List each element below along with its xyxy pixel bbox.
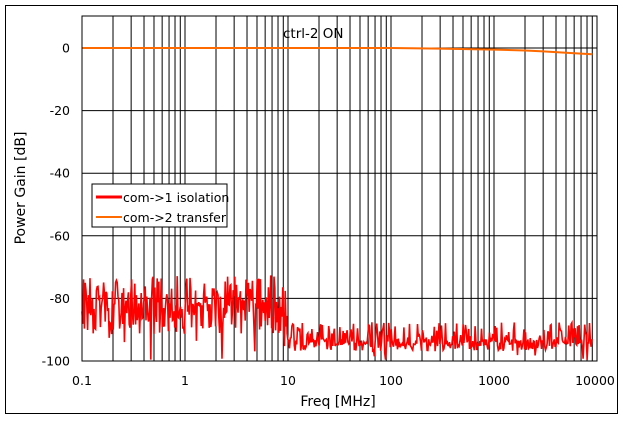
plot-area-border	[81, 15, 598, 362]
y-axis-title: Power Gain [dB]	[13, 132, 29, 245]
x-tick-label: 1000	[478, 373, 510, 388]
y-axis-ticks: 0 -20 -40 -60 -80 -100	[42, 41, 70, 369]
transfer-trace	[82, 47, 593, 56]
x-tick-label: 10	[280, 373, 296, 388]
x-tick-label: 10000	[575, 373, 615, 388]
y-tick-label: -80	[50, 291, 70, 306]
y-tick-label: -100	[42, 354, 70, 369]
x-axis-title: Freq [MHz]	[300, 394, 375, 410]
x-tick-label: 1	[181, 373, 189, 388]
isolation-trace	[81, 275, 593, 360]
x-tick-label: 100	[379, 373, 403, 388]
plot-traces	[81, 47, 593, 360]
y-tick-label: 0	[62, 41, 70, 56]
annotation-ctrl-2-on: ctrl-2 ON	[283, 26, 344, 42]
legend: com->1 isolation com->2 transfer	[91, 183, 229, 228]
x-axis-ticks: 0.1 1 10 100 1000 10000	[72, 373, 615, 388]
y-tick-label: -40	[50, 166, 70, 181]
y-tick-label: -20	[50, 103, 70, 118]
y-tick-label: -60	[50, 228, 70, 243]
x-tick-label: 0.1	[72, 373, 92, 388]
legend-box	[91, 183, 228, 228]
legend-label-transfer: com->2 transfer	[123, 210, 227, 225]
legend-label-isolation: com->1 isolation	[123, 190, 229, 205]
